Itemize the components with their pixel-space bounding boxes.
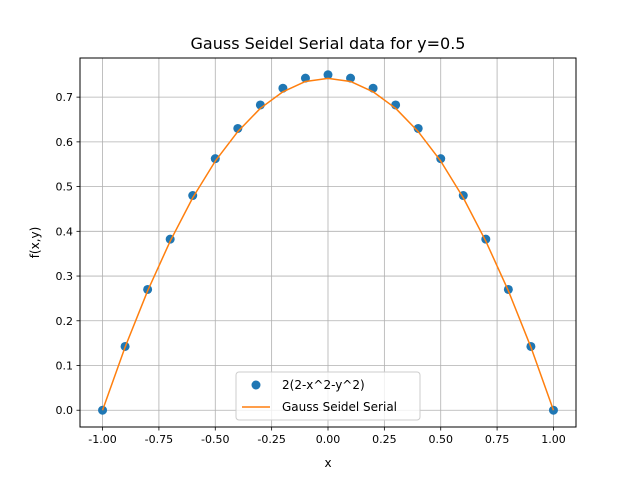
x-tick-label: 1.00 bbox=[541, 433, 566, 446]
x-tick-label: -0.50 bbox=[201, 433, 229, 446]
x-tick-label: 0.75 bbox=[485, 433, 510, 446]
scatter-point bbox=[233, 123, 243, 133]
legend-label-line: Gauss Seidel Serial bbox=[282, 400, 397, 414]
scatter-point bbox=[300, 73, 310, 83]
y-axis: 0.0 0.1 0.2 0.3 0.4 0.5 0.6 0.7 bbox=[56, 91, 80, 417]
x-tick-label: 0.25 bbox=[372, 433, 397, 446]
scatter-point bbox=[413, 123, 423, 133]
legend-box bbox=[235, 371, 421, 421]
x-tick-label: 0.50 bbox=[428, 433, 453, 446]
y-tick-label: 0.5 bbox=[56, 181, 74, 194]
x-axis-label: x bbox=[324, 456, 331, 470]
x-tick-label: -0.75 bbox=[145, 433, 173, 446]
scatter-point bbox=[210, 154, 220, 164]
y-tick-label: 0.0 bbox=[56, 404, 74, 417]
y-tick-label: 0.6 bbox=[56, 136, 74, 149]
y-tick-label: 0.7 bbox=[56, 91, 74, 104]
x-axis: -1.00 -0.75 -0.50 -0.25 0.00 0.25 0.50 0.75 1.00 bbox=[88, 427, 566, 446]
series-layer bbox=[98, 70, 558, 415]
y-tick-label: 0.1 bbox=[56, 360, 74, 373]
x-tick-label: 0.00 bbox=[316, 433, 341, 446]
y-tick-label: 0.3 bbox=[56, 270, 74, 283]
x-tick-label: -0.25 bbox=[257, 433, 285, 446]
scatter-point bbox=[323, 70, 333, 80]
x-tick-label: -1.00 bbox=[88, 433, 116, 446]
scatter-point bbox=[346, 73, 356, 83]
legend-marker-scatter bbox=[251, 380, 261, 390]
legend: 2(2-x^2-y^2) Gauss Seidel Serial bbox=[235, 371, 421, 421]
legend-label-scatter: 2(2-x^2-y^2) bbox=[282, 378, 365, 392]
chart-title: Gauss Seidel Serial data for y=0.5 bbox=[191, 34, 466, 53]
y-axis-label: f(x,y) bbox=[28, 227, 42, 259]
scatter-point bbox=[436, 154, 446, 164]
series-line-gauss-seidel bbox=[101, 77, 555, 411]
y-tick-label: 0.2 bbox=[56, 315, 74, 328]
y-tick-label: 0.4 bbox=[56, 225, 74, 238]
